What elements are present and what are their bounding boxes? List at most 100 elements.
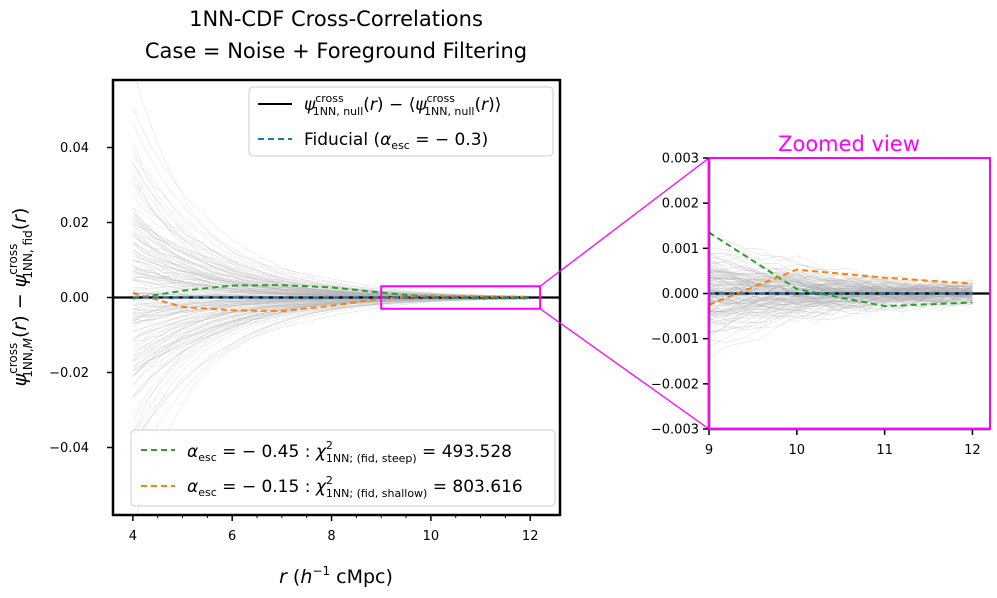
zoom-realization-line	[709, 296, 973, 333]
zoom-realization-line	[709, 286, 973, 297]
zoom-realization-line	[709, 295, 973, 324]
zoom-realization-line	[709, 272, 973, 298]
zoom-series-lines	[709, 231, 990, 308]
zoom-realization-line	[709, 284, 973, 304]
zoom-x-tick-label: 9	[705, 443, 713, 458]
zoom-realization-line	[709, 295, 973, 338]
legend-null-label: ψcross 1NN, null(r) − ⟨ψcross 1NN, null(r)…	[304, 92, 501, 118]
zoom-y-tick-label: 0.000	[662, 287, 699, 302]
zoom-realization-line	[709, 292, 973, 314]
zoom-realization-line	[709, 271, 973, 295]
zoom-y-tick-label: −0.003	[651, 423, 699, 438]
zoom-realization-line	[709, 278, 973, 295]
zoom-realization-line	[709, 282, 973, 301]
x-tick-label: 4	[129, 529, 137, 544]
zoom-realization-line	[709, 292, 973, 314]
zoom-realization-line	[709, 276, 973, 297]
zoom-realization-line	[709, 284, 973, 302]
legend-fiducial-label: Fiducial (αesc = − 0.3)	[304, 130, 488, 152]
zoom-realization-line	[709, 284, 973, 296]
main-plot-frame	[111, 78, 562, 517]
zoom-connector-top	[539, 157, 710, 287]
zoom-realization-line	[709, 274, 973, 297]
zoom-realization-line	[709, 282, 973, 298]
zoom-realization-line	[709, 267, 973, 287]
realization-line	[132, 142, 531, 297]
zoom-realization-line	[709, 288, 973, 307]
y-axis-label: ψcross1NN,M(r) − ψcross1NN, fid(r)	[6, 208, 35, 387]
zoom-realization-line	[709, 285, 973, 301]
chart-title-line-2: Case = Noise + Foreground Filtering	[145, 39, 527, 63]
realization-line	[132, 297, 531, 401]
zoom-realization-lines	[709, 223, 973, 359]
zoom-realization-line	[709, 276, 973, 296]
zoom-realization-line	[709, 271, 973, 293]
zoom-y-tick-label: −0.001	[651, 332, 699, 347]
zoom-title: Zoomed view	[778, 132, 920, 156]
realization-line	[132, 172, 531, 297]
realization-line	[135, 298, 531, 515]
legend-lower: αesc = − 0.45 : χ2 1NN; (fid, steep) = 49…	[130, 429, 556, 507]
zoom-realization-line	[709, 276, 973, 301]
zoom-realization-line	[709, 280, 973, 301]
realization-line	[135, 80, 531, 297]
zoom-realization-line	[709, 296, 973, 325]
zoom-realization-line	[709, 282, 973, 298]
zoom-realization-line	[709, 253, 973, 292]
zoom-realization-line	[709, 286, 973, 302]
zoom-realization-line	[709, 293, 973, 321]
zoom-realization-line	[709, 294, 973, 328]
zoom-realization-line	[709, 287, 973, 304]
zoom-realization-line	[709, 287, 973, 303]
x-tick-label: 12	[522, 529, 539, 544]
realization-line	[132, 298, 531, 422]
zoom-realization-line	[709, 266, 973, 291]
zoom-realization-line	[709, 291, 973, 307]
zoom-realization-line	[709, 286, 973, 309]
zoom-realization-line	[709, 273, 973, 301]
zoom-realization-line	[709, 277, 973, 293]
zoom-realization-line	[709, 284, 973, 299]
zoom-realization-line	[709, 298, 973, 359]
realization-line	[132, 214, 531, 298]
zoom-realization-line	[709, 269, 973, 292]
zoom-realization-line	[709, 291, 973, 316]
zoom-realization-line	[709, 253, 973, 293]
realization-line	[132, 297, 531, 371]
zoom-realization-line	[709, 261, 973, 291]
zoom-realization-line	[709, 293, 973, 305]
zoom-realization-line	[709, 263, 973, 292]
zoom-realization-line	[709, 292, 973, 304]
legend-upper: ψcross 1NN, null(r) − ⟨ψcross 1NN, null(r)…	[248, 86, 554, 157]
zoom-realization-line	[709, 291, 973, 312]
y-tick-label: −0.04	[49, 441, 89, 456]
zoom-realization-line	[709, 293, 973, 321]
zoom-realization-line	[709, 291, 973, 302]
y-tick-label: 0.04	[60, 141, 89, 156]
zoom-realization-line	[709, 295, 973, 319]
y-tick-label: 0.00	[60, 291, 89, 306]
zoom-realization-line	[709, 289, 973, 303]
zoom-realization-line	[709, 291, 973, 312]
realization-line	[132, 298, 531, 434]
zoom-x-tick-label: 10	[789, 443, 806, 458]
zoom-realization-line	[709, 268, 973, 289]
zoom-realization-line	[709, 271, 973, 293]
zoom-y-tick-label: −0.002	[651, 377, 699, 392]
realization-line	[132, 107, 531, 297]
legend-lower-box	[130, 429, 556, 507]
zoom-realization-line	[709, 236, 973, 289]
zoom-realization-line	[709, 223, 973, 291]
zoom-realization-line	[709, 292, 973, 337]
zoom-realization-line	[709, 282, 973, 301]
zoom-realization-line	[709, 274, 973, 297]
zoom-realization-line	[709, 273, 973, 297]
zoom-realization-line	[709, 272, 973, 300]
zoom-realization-line	[709, 265, 973, 302]
realization-line	[132, 298, 531, 447]
zoom-realization-line	[709, 274, 973, 296]
zoom-realization-line	[709, 282, 973, 301]
zoom-realization-line	[709, 297, 973, 333]
x-tick-label: 6	[228, 529, 236, 544]
